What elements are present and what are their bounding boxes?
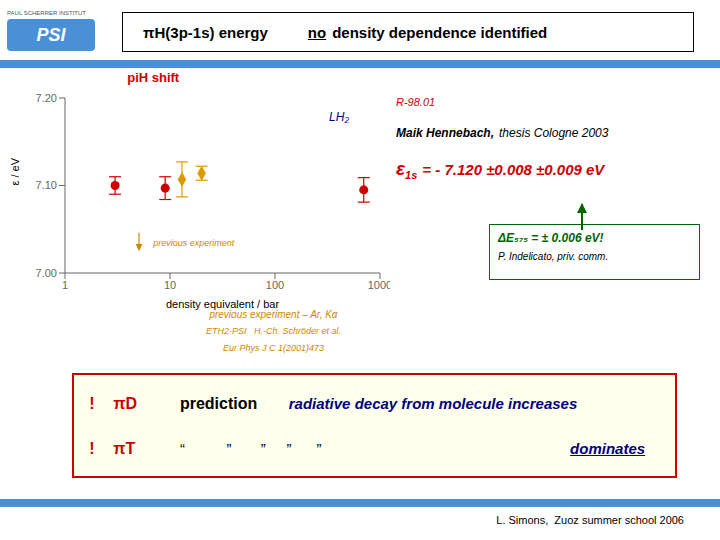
html-text:LH₂: LH₂ bbox=[329, 110, 349, 125]
html-text:previous experiment – Ar, Kα: previous experiment – Ar, Kα bbox=[209, 309, 338, 320]
svg-text:10: 10 bbox=[164, 279, 176, 291]
html-text:prediction: prediction bbox=[179, 395, 258, 412]
svg-text:7.10: 7.10 bbox=[36, 179, 57, 191]
html-text:P. Indelicato, priv. comm.: P. Indelicato, priv. comm. bbox=[498, 251, 609, 262]
html-text:piH shift: piH shift bbox=[127, 70, 180, 85]
html-text:R-98.01: R-98.01 bbox=[396, 96, 436, 108]
html-text:πT: πT bbox=[113, 440, 136, 457]
html-text:πH(3p-1s) energy: πH(3p-1s) energy bbox=[143, 23, 268, 41]
html-text:πD: πD bbox=[113, 395, 138, 412]
html-text:L. Simons, Zuoz summer school: L. Simons, Zuoz summer school 2006 bbox=[496, 514, 684, 526]
html-text:PAUL SCHERRER INSTITUT: PAUL SCHERRER INSTITUT bbox=[7, 10, 86, 16]
svg-text:1000: 1000 bbox=[368, 279, 390, 291]
html-text:ε1s = - 7.120 ±0.008 ±0.009 eV: ε1s = - 7.120 ±0.008 ±0.009 eV bbox=[396, 158, 605, 182]
html-text:Maik Hennebach,: Maik Hennebach, bbox=[396, 126, 494, 140]
svg-text:density equivalent / bar: density equivalent / bar bbox=[166, 298, 279, 310]
svg-text:ε / eV: ε / eV bbox=[9, 157, 21, 185]
svg-text:7.20: 7.20 bbox=[36, 92, 57, 104]
html-text:no density dependence identifi: no density dependence identified bbox=[307, 23, 548, 41]
svg-text:1: 1 bbox=[62, 279, 68, 291]
html-text:radiative decay from molecule: radiative decay from molecule increases bbox=[288, 395, 578, 412]
html-text:dominates: dominates bbox=[570, 440, 646, 457]
svg-text:7.00: 7.00 bbox=[36, 267, 57, 279]
html-text:previous experiment: previous experiment bbox=[153, 238, 235, 249]
html-text:Eur Phys J C 1(2001)473: Eur Phys J C 1(2001)473 bbox=[223, 343, 324, 353]
html-text:ETH2-PSI H.-Ch. Schröder et al: ETH2-PSI H.-Ch. Schröder et al. bbox=[206, 326, 341, 336]
html-text:PSI: PSI bbox=[36, 24, 66, 45]
html-text:thesis Cologne 2003: thesis Cologne 2003 bbox=[499, 126, 609, 140]
html-text:ΔE₅₇₅ = ± 0.006 eV!: ΔE₅₇₅ = ± 0.006 eV! bbox=[498, 231, 604, 245]
svg-text:100: 100 bbox=[266, 279, 284, 291]
